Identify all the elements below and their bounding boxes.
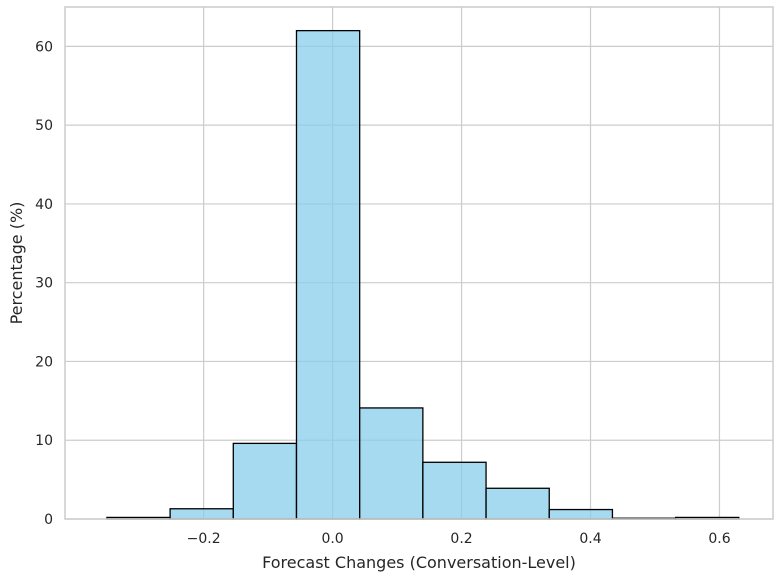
- x-tick-label: 0.0: [321, 531, 343, 547]
- tick-labels: −0.2 0.0 0.2 0.4 0.6 0 10 20 30 40 50 60: [35, 39, 731, 547]
- x-tick-label: 0.6: [708, 531, 730, 547]
- histogram-bar: [422, 461, 487, 520]
- x-tick-label: 0.2: [450, 531, 472, 547]
- plot-frame: [64, 6, 774, 520]
- histogram-bar: [485, 487, 550, 520]
- x-tick-label: −0.2: [187, 531, 221, 547]
- histogram-bar: [295, 29, 361, 520]
- y-tick-label: 30: [35, 276, 53, 292]
- histogram-bar: [548, 508, 614, 520]
- histogram-bar: [359, 407, 424, 520]
- x-tick-label: 0.4: [579, 531, 601, 547]
- y-tick-label: 40: [35, 197, 53, 213]
- grid-lines: [65, 7, 773, 520]
- y-axis-label: Percentage (%): [7, 202, 26, 325]
- y-tick-label: 20: [35, 354, 53, 370]
- histogram-bar: [232, 442, 298, 520]
- y-tick-label: 0: [44, 512, 53, 528]
- y-tick-label: 50: [35, 118, 53, 134]
- y-tick-label: 60: [35, 39, 53, 55]
- y-tick-label: 10: [35, 433, 53, 449]
- x-axis-label: Forecast Changes (Conversation-Level): [262, 553, 576, 572]
- histogram-bars: [106, 29, 740, 520]
- histogram-bar: [169, 508, 234, 520]
